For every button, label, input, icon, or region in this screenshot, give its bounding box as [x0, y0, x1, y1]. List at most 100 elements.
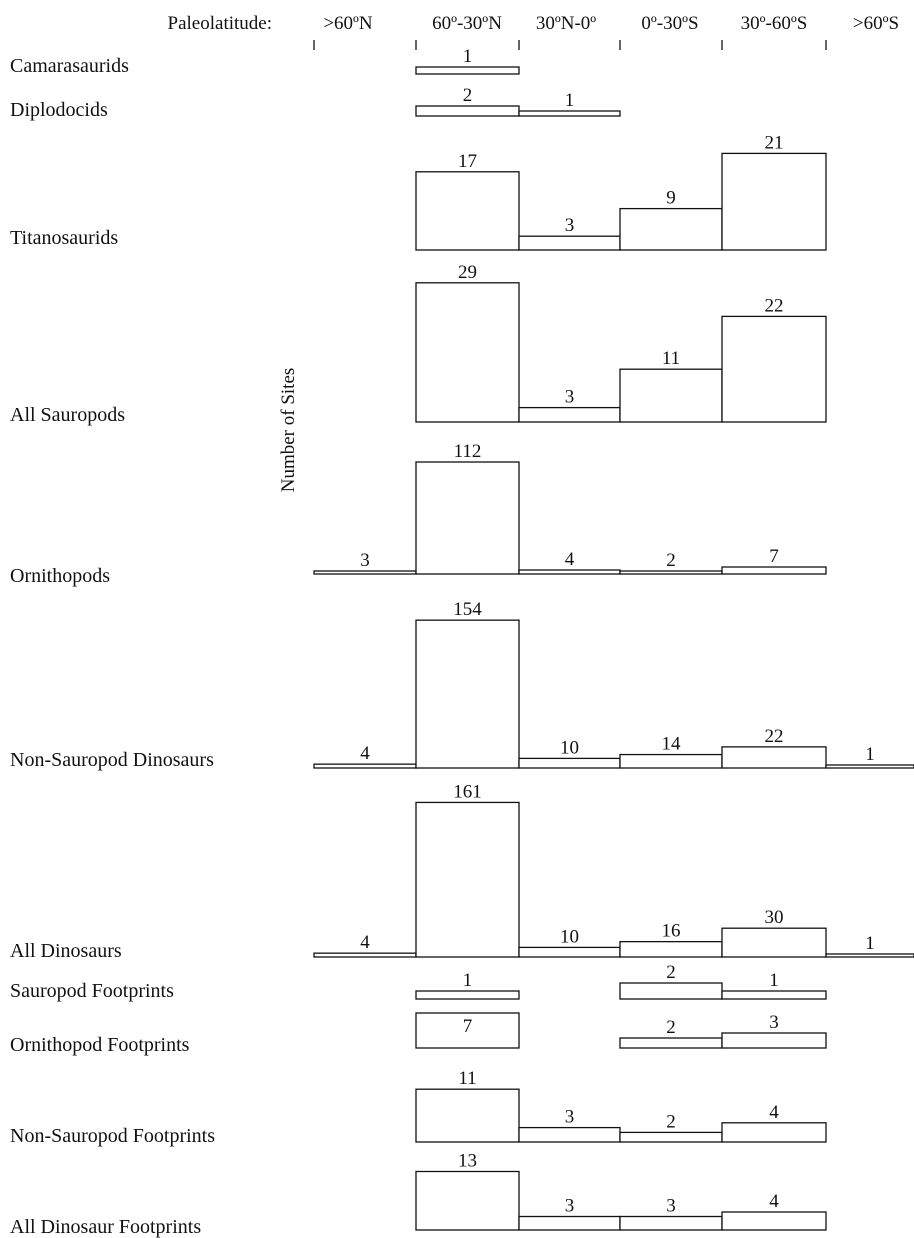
panel-7: Sauropod Footprints 1 2 1 — [10, 962, 827, 1002]
bar — [415, 66, 520, 75]
bar — [619, 982, 723, 1000]
bar — [415, 619, 520, 769]
bar-value-label: 30 — [765, 907, 784, 928]
bar — [619, 753, 723, 769]
panel-label: Diplodocids — [10, 99, 108, 121]
bar — [313, 952, 417, 958]
bar — [415, 171, 520, 251]
bar-value-label: 11 — [458, 1068, 476, 1089]
y-axis-label: Number of Sites — [278, 368, 299, 493]
bar-value-label: 3 — [769, 1012, 779, 1033]
bar-value-label: 1 — [865, 933, 875, 954]
panel-3: All Sauropods 29 3 11 22 — [10, 262, 827, 426]
bar — [518, 946, 621, 958]
panel-label: All Dinosaur Footprints — [10, 1216, 201, 1238]
panel-0: Camarasaurids 1 — [10, 46, 520, 77]
bar-value-label: 4 — [769, 1191, 779, 1212]
bar — [721, 566, 827, 575]
bar — [721, 990, 827, 1000]
bar-value-label: 13 — [458, 1151, 477, 1172]
bar — [518, 406, 621, 423]
panel-8: Ornithopod Footprints 7 2 3 — [10, 1012, 827, 1056]
bar-value-label: 3 — [565, 1196, 575, 1217]
bar — [825, 764, 914, 769]
bar-value-label: 16 — [662, 921, 681, 942]
bar — [415, 1088, 520, 1143]
bar — [415, 461, 520, 575]
bar — [721, 746, 827, 769]
bar-value-label: 3 — [666, 1196, 676, 1217]
bar-value-label: 29 — [458, 262, 477, 283]
bar-value-label: 3 — [565, 387, 575, 408]
panel-label: All Sauropods — [10, 404, 125, 426]
panel-label: Titanosaurids — [10, 227, 118, 249]
bar — [518, 757, 621, 769]
bar-value-label: 4 — [565, 549, 575, 570]
panel-6: All Dinosaurs 4 161 10 16 30 1 — [10, 781, 914, 962]
bar — [619, 1131, 723, 1143]
bar — [415, 1170, 520, 1231]
bar — [721, 927, 827, 958]
bar-value-label: 2 — [666, 1111, 676, 1132]
category-header-5: >60ºS — [853, 13, 899, 34]
bar-value-label: 17 — [458, 151, 477, 172]
bar — [518, 1215, 621, 1231]
bar — [415, 282, 520, 423]
panel-5: Non-Sauropod Dinosaurs 4 154 10 14 22 1 — [10, 599, 914, 771]
bar — [825, 953, 914, 958]
panel-label: Sauropod Footprints — [10, 980, 174, 1002]
panel-4: Ornithopods 3 112 4 2 7 — [10, 441, 827, 587]
bar-value-label: 1 — [463, 970, 473, 991]
bar-value-label: 7 — [463, 1016, 473, 1037]
category-ticks — [313, 40, 827, 50]
bar-value-label: 4 — [769, 1102, 779, 1123]
category-headers: >60ºN 60º-30ºN 30ºN-0º 0º-30ºS 30º-60ºS >60ºS — [323, 13, 899, 34]
bar-value-label: 11 — [662, 348, 680, 369]
panel-1: Diplodocids 2 1 — [10, 85, 621, 121]
bar-value-label: 3 — [360, 550, 370, 571]
category-header-4: 30º-60ºS — [741, 13, 808, 34]
bar-value-label: 154 — [453, 599, 482, 620]
bar-value-label: 10 — [560, 737, 579, 758]
bar — [721, 315, 827, 423]
bar-value-label: 1 — [463, 46, 473, 67]
bar-value-label: 10 — [560, 926, 579, 947]
bar — [721, 1211, 827, 1231]
bar-value-label: 2 — [666, 962, 676, 983]
bar — [518, 110, 621, 117]
panel-label: Ornithopods — [10, 565, 110, 587]
bar-value-label: 7 — [769, 546, 779, 567]
bar-value-label: 161 — [453, 781, 482, 802]
panel-2: Titanosaurids 17 3 9 21 — [10, 132, 827, 251]
bar — [619, 1215, 723, 1231]
bar-value-label: 22 — [765, 295, 784, 316]
panel-label: Non-Sauropod Dinosaurs — [10, 749, 214, 771]
bar — [313, 763, 417, 769]
bar — [518, 1126, 621, 1143]
bar — [518, 569, 621, 575]
bar — [619, 368, 723, 423]
bar — [619, 1037, 723, 1049]
bar-value-label: 3 — [565, 215, 575, 236]
category-header-1: 60º-30ºN — [432, 13, 502, 34]
bar-value-label: 1 — [769, 970, 779, 991]
bar — [415, 801, 520, 958]
bar-value-label: 14 — [662, 734, 682, 755]
bar-value-label: 1 — [865, 744, 875, 765]
bar — [518, 235, 621, 251]
bar — [415, 105, 520, 117]
bar — [313, 570, 417, 575]
panels: Camarasaurids 1 Diplodocids 2 1 Titanosaurids… — [10, 46, 914, 1238]
category-header-2: 30ºN-0º — [536, 13, 596, 34]
bar-value-label: 2 — [666, 550, 676, 571]
bar — [415, 990, 520, 1000]
category-header-3: 0º-30ºS — [641, 13, 698, 34]
panel-label: Ornithopod Footprints — [10, 1034, 190, 1056]
bar-value-label: 4 — [360, 743, 370, 764]
bar-value-label: 2 — [463, 85, 473, 106]
bar — [619, 570, 723, 575]
panel-10: All Dinosaur Footprints 13 3 3 4 — [10, 1151, 827, 1238]
bar — [721, 152, 827, 251]
bar-value-label: 112 — [454, 441, 482, 462]
bar-value-label: 4 — [360, 932, 370, 953]
